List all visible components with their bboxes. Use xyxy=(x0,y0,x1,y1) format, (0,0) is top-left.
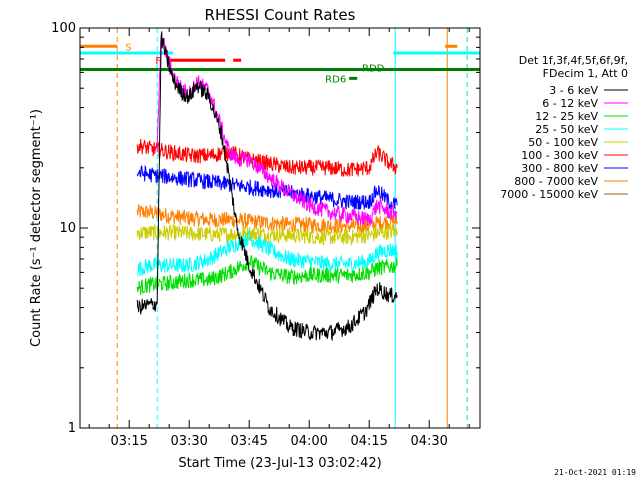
y-tick-label: 100 xyxy=(51,21,76,36)
chart-title: RHESSI Count Rates xyxy=(205,6,356,24)
legend-entry-label: 50 - 100 keV xyxy=(528,136,598,149)
series-line xyxy=(136,164,398,210)
series-line xyxy=(137,229,398,277)
state-bar-label: RDD xyxy=(362,64,385,75)
legend-entry-label: 7000 - 15000 keV xyxy=(500,188,598,201)
legend-entry-label: 300 - 800 keV xyxy=(521,162,598,175)
state-bar-label: F xyxy=(155,56,161,67)
y-tick-label: 10 xyxy=(59,221,76,236)
series-line xyxy=(136,203,398,236)
series-line xyxy=(136,138,398,178)
legend-entry-label: 800 - 7000 keV xyxy=(514,175,598,188)
attenuator-bars: S F RDD RD6 xyxy=(80,42,480,85)
legend: Det 1f,3f,4f,5f,6f,9f,FDecim 1, Att 0 3 -… xyxy=(500,54,628,201)
legend-header: FDecim 1, Att 0 xyxy=(543,67,628,80)
x-tick-label: 04:00 xyxy=(290,434,327,449)
footer-timestamp: 21-Oct-2021 01:19 xyxy=(554,468,636,477)
x-tick-label: 03:30 xyxy=(170,434,207,449)
x-tick-label: 04:15 xyxy=(350,434,387,449)
legend-entry-label: 12 - 25 keV xyxy=(535,110,598,123)
state-bar-label: S xyxy=(125,42,131,53)
y-axis-label: Count Rate (s⁻¹ detector segment⁻¹) xyxy=(29,109,44,347)
x-axis-ticks: 03:15 03:30 03:45 04:00 04:15 04:30 xyxy=(88,28,470,449)
legend-entry-label: 3 - 6 keV xyxy=(549,84,598,97)
series-line xyxy=(136,255,398,296)
x-axis-label: Start Time (23-Jul-13 03:02:42) xyxy=(178,456,381,471)
x-tick-label: 03:45 xyxy=(230,434,267,449)
x-tick-label: 03:15 xyxy=(110,434,147,449)
legend-entry-label: 25 - 50 keV xyxy=(535,123,598,136)
legend-entry-label: 100 - 300 keV xyxy=(521,149,598,162)
series-layer xyxy=(136,31,398,342)
legend-header: Det 1f,3f,4f,5f,6f,9f, xyxy=(519,54,628,67)
series-line xyxy=(136,223,398,246)
legend-entry-label: 6 - 12 keV xyxy=(542,97,598,110)
state-bar-label: RD6 xyxy=(325,74,346,85)
series-line xyxy=(136,31,398,342)
y-tick-label: 1 xyxy=(68,421,76,436)
y-axis-ticks: 1 10 100 xyxy=(51,21,480,436)
x-tick-label: 04:30 xyxy=(410,434,447,449)
